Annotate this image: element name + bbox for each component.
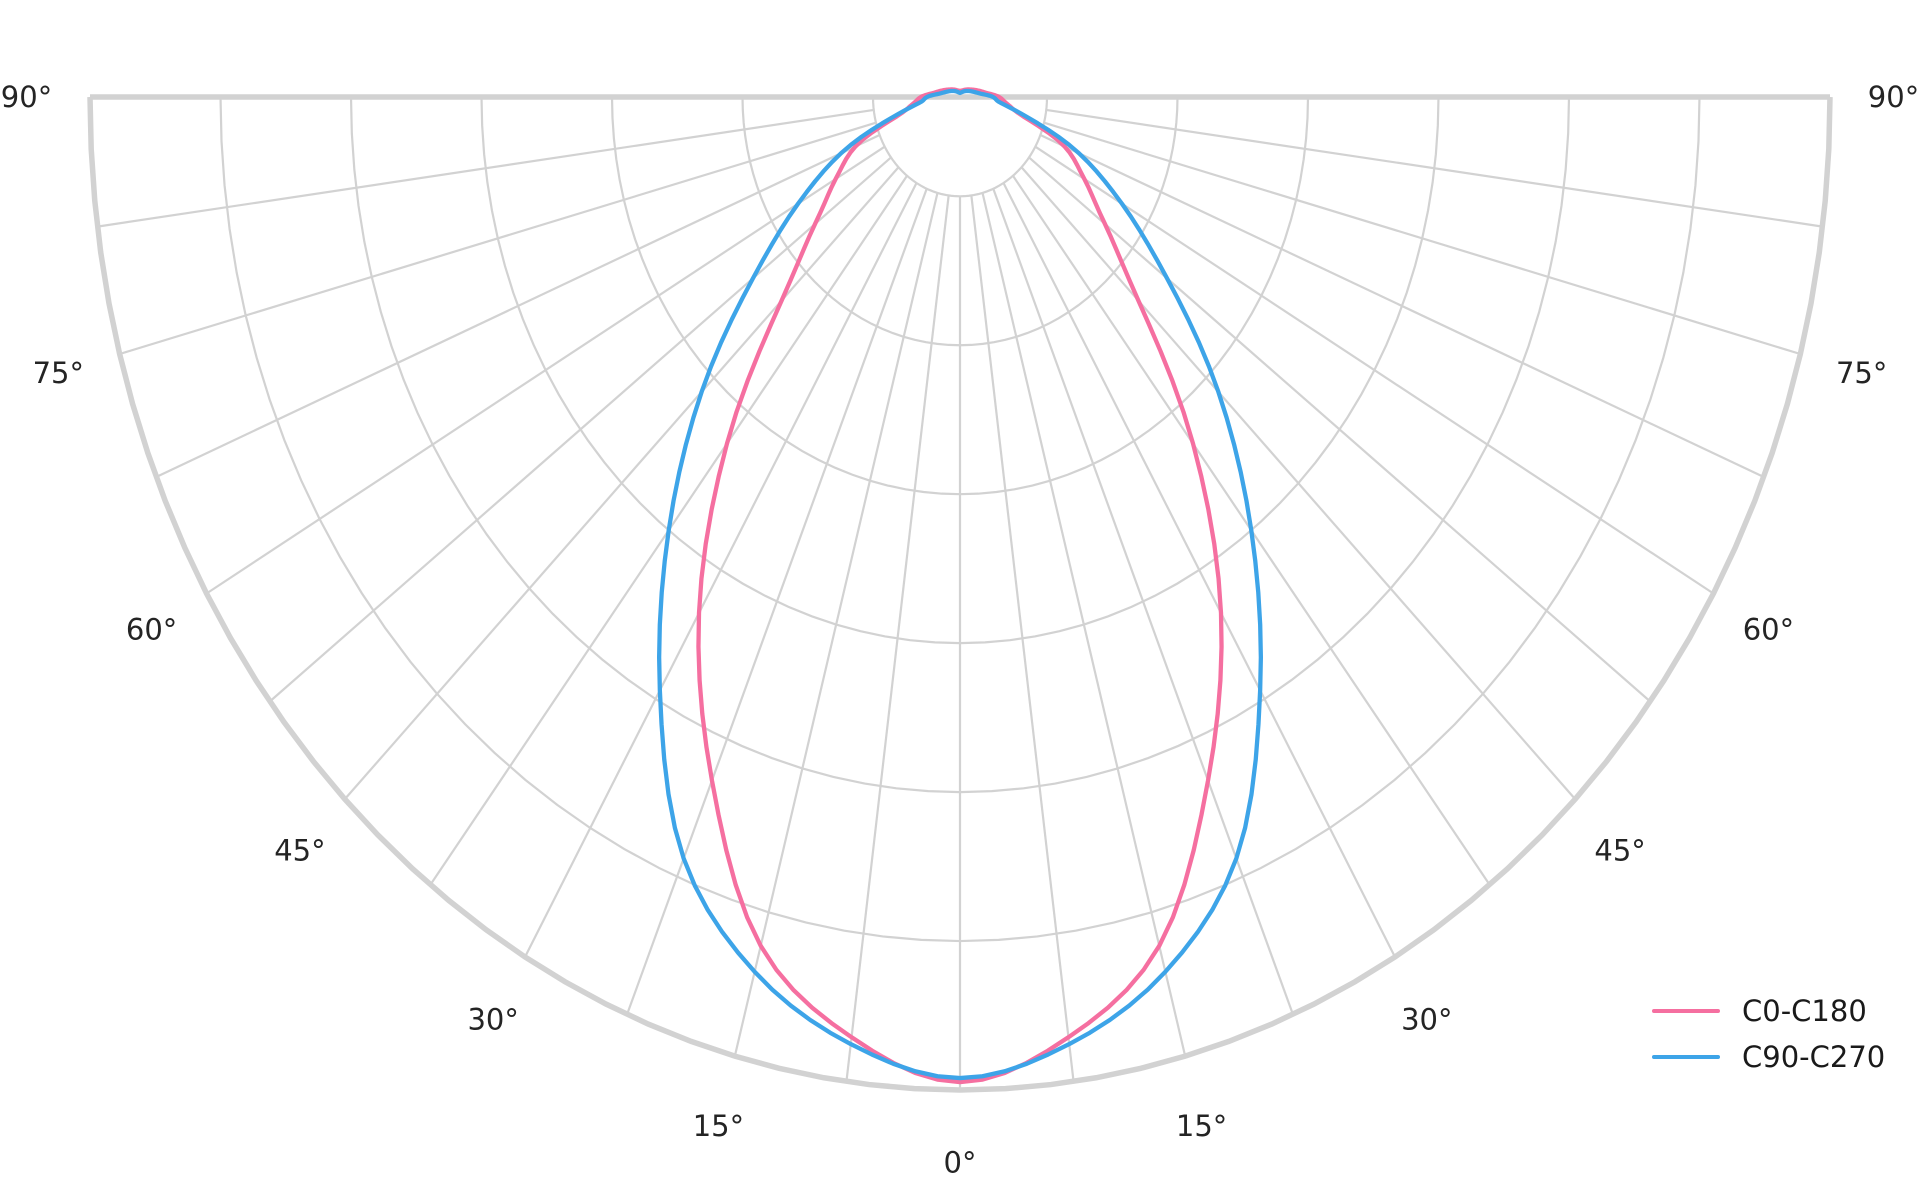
grid-ray — [992, 188, 1294, 1015]
curve-c90-c270 — [656, 88, 1264, 1081]
angle-tick-label: 90° — [1, 80, 52, 114]
grid-ray — [119, 121, 877, 356]
intensity-curves — [656, 87, 1264, 1085]
angle-tick-label: 75° — [33, 356, 84, 390]
grid-ray — [626, 188, 928, 1015]
grid-ray — [205, 145, 886, 595]
grid-ray — [845, 195, 950, 1082]
angle-tick-label: 30° — [467, 1003, 518, 1037]
legend-item-c90-c270: C90-C270 — [1652, 1034, 1885, 1080]
legend-line-pink — [1652, 1009, 1720, 1013]
angle-tick-label: 15° — [693, 1109, 744, 1143]
angle-labels: 0° 15° 15° 30° 30° 45° 45° 60° 60° 75° 75° 90° 90° — [1, 80, 1919, 1177]
grid-ray — [524, 182, 918, 958]
grid-ray — [1043, 121, 1801, 356]
grid-ray — [970, 195, 1075, 1082]
legend-line-blue — [1652, 1055, 1720, 1059]
grid-ray — [733, 192, 939, 1057]
grid-ray — [97, 108, 874, 228]
angle-tick-label: 0° — [944, 1146, 977, 1177]
grid-ray — [1020, 166, 1577, 800]
grid-ray — [1028, 156, 1651, 703]
angle-tick-label: 90° — [1868, 80, 1919, 114]
grid-ray — [1039, 134, 1765, 478]
legend-label: C0-C180 — [1742, 993, 1867, 1028]
angle-tick-label: 30° — [1401, 1003, 1452, 1037]
grid-ray — [155, 134, 881, 478]
legend-label: C90-C270 — [1742, 1039, 1886, 1074]
grid-ray — [1002, 182, 1396, 958]
grid-ray — [981, 192, 1187, 1057]
angle-tick-label: 45° — [1594, 833, 1645, 867]
grid-ray — [269, 156, 892, 703]
angle-tick-label: 60° — [1743, 613, 1794, 647]
legend: C0-C180 C90-C270 — [1652, 988, 1885, 1080]
grid-ray — [1034, 145, 1715, 595]
angle-tick-label: 15° — [1176, 1109, 1227, 1143]
angle-tick-label: 75° — [1836, 356, 1887, 390]
polar-grid — [87, 94, 1833, 1093]
grid-ray — [1046, 108, 1823, 228]
grid-ray — [343, 166, 900, 800]
angle-tick-label: 60° — [126, 613, 177, 647]
legend-item-c0-c180: C0-C180 — [1652, 988, 1885, 1034]
angle-tick-label: 45° — [274, 833, 325, 867]
